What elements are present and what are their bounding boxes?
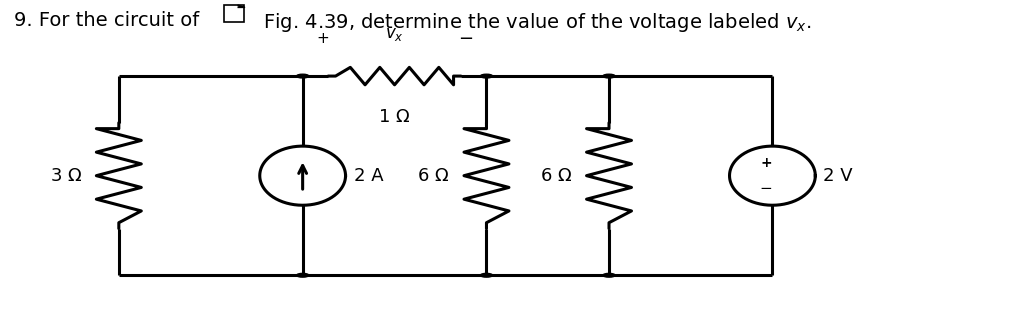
Text: 3 $\Omega$: 3 $\Omega$: [49, 167, 82, 185]
Circle shape: [480, 273, 493, 277]
Text: $\mathit{v}_x$: $\mathit{v}_x$: [385, 25, 404, 43]
Circle shape: [603, 273, 615, 277]
Text: 6 $\Omega$: 6 $\Omega$: [540, 167, 572, 185]
Text: +: +: [760, 156, 772, 170]
Text: 2 A: 2 A: [353, 167, 383, 185]
Circle shape: [297, 273, 309, 277]
Circle shape: [603, 74, 615, 78]
Text: +: +: [316, 31, 330, 46]
Text: 2 V: 2 V: [823, 167, 853, 185]
Circle shape: [480, 74, 493, 78]
Text: Fig. 4.39, determine the value of the voltage labeled $\mathit{v}_x$.: Fig. 4.39, determine the value of the vo…: [257, 11, 811, 34]
Text: −: −: [760, 181, 772, 196]
Text: 1 $\Omega$: 1 $\Omega$: [379, 107, 411, 126]
Text: 9. For the circuit of: 9. For the circuit of: [13, 11, 199, 30]
FancyBboxPatch shape: [224, 5, 245, 22]
Text: 6 $\Omega$: 6 $\Omega$: [417, 167, 450, 185]
Circle shape: [297, 74, 309, 78]
Text: −: −: [459, 30, 474, 48]
